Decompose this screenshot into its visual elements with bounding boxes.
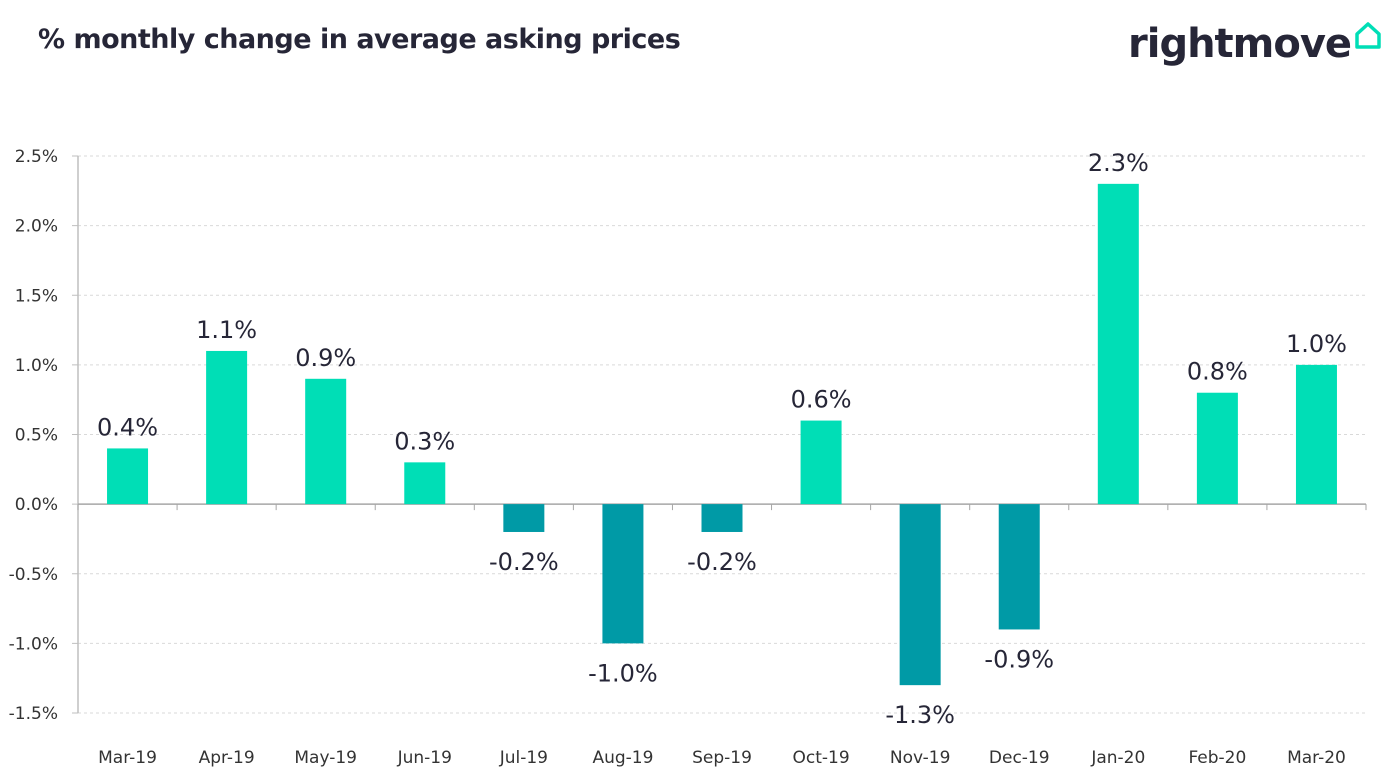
data-label: 1.1%	[196, 316, 257, 344]
x-tick-label: Oct-19	[792, 748, 849, 768]
data-label: -0.9%	[984, 645, 1054, 673]
data-label: -0.2%	[489, 548, 559, 576]
bar-feb-20	[1196, 392, 1238, 505]
data-label: -1.0%	[588, 659, 658, 687]
y-tick-label: -1.5%	[9, 704, 58, 724]
data-label: -1.3%	[885, 701, 955, 729]
bar-may-19	[305, 378, 347, 505]
x-tick-label: Nov-19	[890, 748, 951, 768]
x-tick-label: Aug-19	[592, 748, 653, 768]
y-tick-label: 1.5%	[15, 286, 58, 306]
data-label: 1.0%	[1286, 330, 1347, 358]
house-icon	[1355, 22, 1381, 49]
x-tick-label: Feb-20	[1188, 748, 1246, 768]
rightmove-logo: rightmove	[1128, 14, 1383, 74]
data-label: 2.3%	[1088, 149, 1149, 177]
x-tick-label: Jan-20	[1090, 748, 1145, 768]
x-tick-label: Jun-19	[397, 748, 452, 768]
data-label: 0.3%	[394, 427, 455, 455]
y-tick-label: 0.5%	[15, 426, 58, 446]
x-tick-label: Dec-19	[989, 748, 1050, 768]
x-tick-label: Sep-19	[692, 748, 752, 768]
data-label: -0.2%	[687, 548, 757, 576]
x-tick-label: Jul-19	[499, 748, 548, 768]
bar-oct-19	[800, 420, 842, 505]
tick-labels: 2.5% 2.0% 1.5% 1.0% 0.5% 0.0% -0.5% -1.0% -1.5% M…	[9, 147, 1346, 768]
x-tick-label: Mar-19	[98, 748, 157, 768]
bar-jul-19	[503, 504, 545, 532]
bar-sep-19	[701, 504, 743, 532]
bar-apr-19	[206, 350, 248, 505]
bars	[107, 183, 1337, 686]
y-tick-label: 0.0%	[15, 495, 58, 515]
x-tick-label: Apr-19	[199, 748, 255, 768]
logo-text: rightmove	[1128, 21, 1352, 67]
y-tick-label: 2.0%	[15, 217, 58, 237]
bar-jun-19	[404, 462, 446, 505]
y-tick-label: 2.5%	[15, 147, 58, 167]
data-label: 0.6%	[791, 386, 852, 414]
bar-jan-20	[1097, 183, 1139, 505]
bar-dec-19	[998, 504, 1040, 630]
x-tick-label: Mar-20	[1287, 748, 1346, 768]
data-label: 0.8%	[1187, 358, 1248, 386]
data-label: 0.4%	[97, 413, 158, 441]
data-labels: 0.4% 1.1% 0.9% 0.3% -0.2% -1.0% -0.2% 0.6% -1.3%…	[97, 149, 1347, 729]
y-tick-label: -1.0%	[9, 634, 58, 654]
data-label: 0.9%	[295, 344, 356, 372]
bar-aug-19	[602, 504, 644, 644]
gridlines	[78, 155, 1366, 714]
y-tick-label: 1.0%	[15, 356, 58, 376]
x-tick-label: May-19	[294, 748, 357, 768]
bar-nov-19	[899, 504, 941, 686]
bar-mar-19	[107, 448, 149, 505]
bar-mar-20	[1295, 364, 1337, 505]
y-tick-label: -0.5%	[9, 565, 58, 585]
chart-title: % monthly change in average asking price…	[38, 24, 681, 55]
